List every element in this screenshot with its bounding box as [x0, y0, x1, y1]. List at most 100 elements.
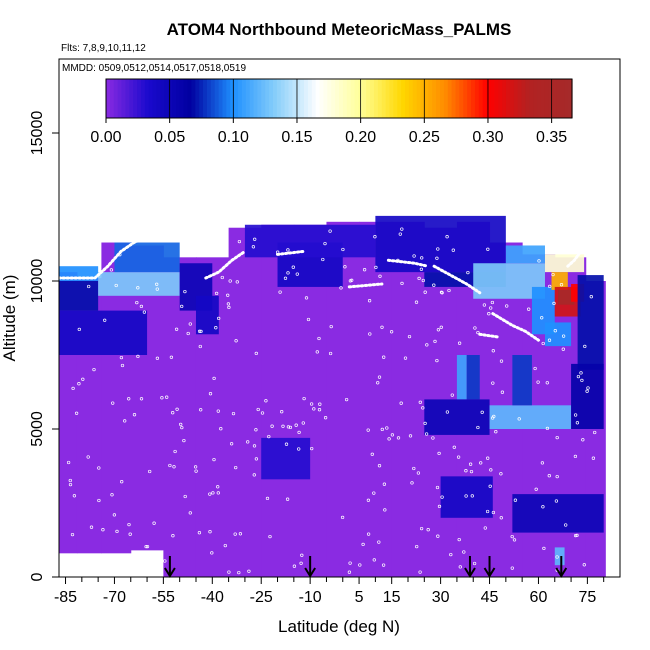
sample-dot [286, 425, 291, 429]
sample-dot [559, 283, 564, 287]
colorbar-swatch [164, 79, 169, 118]
colorbar-swatch [315, 79, 321, 118]
sample-dot [407, 334, 412, 339]
colorbar-swatch [408, 79, 414, 118]
colorbar-swatch [253, 79, 259, 118]
sample-dot [573, 454, 578, 459]
sample-dot [295, 272, 299, 276]
sample-dot [527, 307, 531, 311]
sample-dot [435, 358, 439, 363]
sample-dot [216, 409, 220, 413]
colorbar-swatch [498, 79, 503, 118]
sample-dot [583, 344, 587, 349]
sample-dot [426, 528, 430, 532]
heat-cell [554, 547, 565, 566]
sample-dot [581, 438, 585, 442]
colorbar-swatch [191, 79, 196, 118]
sample-dot [435, 256, 439, 260]
sample-dot [183, 289, 187, 294]
sample-dot [328, 351, 333, 356]
y-tick-label: 5000 [29, 411, 46, 447]
colorbar-tick-label: 0.10 [218, 129, 249, 146]
sample-dot [586, 386, 590, 390]
heat-cell [195, 295, 219, 335]
sample-dots-layer [66, 227, 597, 575]
sample-dot [470, 494, 474, 498]
sample-dot [179, 422, 183, 427]
sample-dot [172, 465, 176, 469]
sample-dot [439, 290, 444, 294]
colorbar-swatch [502, 79, 507, 118]
sample-dot [237, 239, 242, 244]
sample-dot [254, 428, 258, 432]
sample-dot [483, 526, 487, 530]
sample-dot [115, 529, 119, 534]
sample-dot [128, 532, 132, 536]
colorbar-swatch [230, 79, 235, 118]
colorbar-swatch [521, 79, 526, 118]
sample-dot [542, 546, 546, 551]
heat-cell [544, 322, 572, 347]
sample-dot [575, 421, 580, 425]
sample-dot [148, 469, 152, 474]
x-tick-label: -25 [250, 589, 273, 606]
sample-dot [103, 318, 107, 322]
sample-dot [486, 247, 490, 251]
colorbar-tick-label: 0.30 [472, 129, 503, 146]
colorbar-tick-label: 0.35 [536, 129, 567, 146]
arrow-head [483, 567, 496, 578]
sample-dot [378, 274, 382, 278]
sample-dot [210, 551, 214, 555]
sample-dot [144, 544, 148, 549]
sample-dot [110, 493, 114, 497]
sample-dot [227, 570, 231, 574]
colorbar-swatch [307, 79, 313, 118]
sample-dot [339, 286, 343, 290]
sample-dot [246, 440, 250, 444]
sample-dot [540, 461, 545, 465]
sample-dot [367, 299, 372, 303]
sample-dot [399, 401, 403, 405]
sample-dot [415, 544, 419, 549]
x-tick-label: 75 [578, 589, 596, 606]
sample-dot [575, 533, 579, 538]
sample-dot [350, 278, 354, 282]
sample-dot [373, 235, 377, 239]
sample-dot [376, 381, 380, 385]
colorbar-swatch [560, 79, 565, 118]
plot-frame [58, 58, 621, 578]
sample-dot [437, 451, 441, 456]
sample-dot [312, 407, 316, 411]
sample-dot [175, 407, 179, 411]
heat-cell [558, 289, 575, 305]
sample-dot [299, 561, 303, 565]
colorbar-swatch [443, 79, 449, 118]
y-tick-label: 0 [29, 572, 46, 581]
colorbar-swatch [280, 79, 286, 118]
colorbar-swatch [272, 79, 278, 118]
sample-dot [537, 259, 541, 263]
colorbar-swatch [175, 79, 181, 118]
sample-dot [278, 290, 282, 294]
sample-dot [119, 355, 124, 360]
colorbar-tick-label: 0.20 [345, 129, 376, 146]
sample-dot [68, 478, 72, 483]
sample-dot [389, 330, 394, 334]
sample-dot [139, 304, 144, 309]
sample-dot [264, 399, 268, 403]
sample-dot [254, 457, 259, 461]
sample-dot [580, 378, 584, 383]
colorbar-swatch [471, 79, 476, 118]
dates-note: MMDD: 0509,0512,0514,0517,0518,0519 [62, 63, 246, 74]
sample-dot [487, 312, 491, 316]
x-tick-label: -85 [54, 589, 77, 606]
sample-dot [458, 565, 462, 569]
sample-dot [533, 366, 537, 371]
colorbar-swatch [377, 79, 383, 118]
sample-dot [440, 495, 444, 499]
colorbar-swatch [529, 79, 534, 118]
sample-dot [219, 427, 223, 431]
colorbar-swatch [172, 79, 177, 118]
sample-dot [456, 455, 461, 459]
x-tick-label: -70 [103, 589, 126, 606]
